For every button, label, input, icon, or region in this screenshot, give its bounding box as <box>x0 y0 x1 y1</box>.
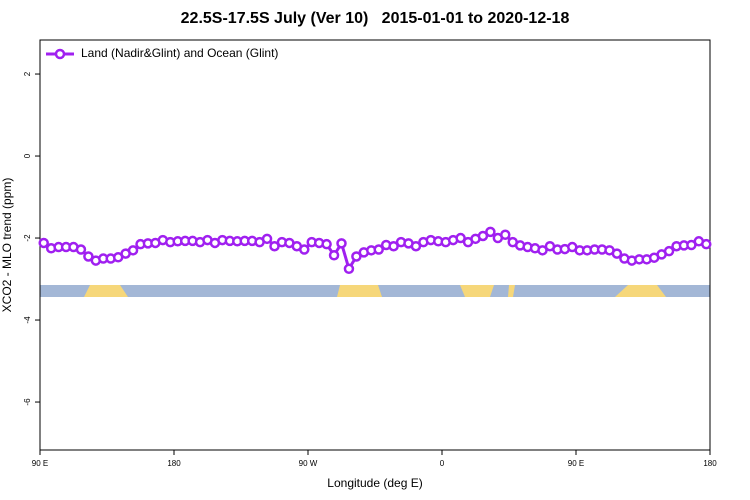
y-tick-label: -6 <box>23 398 32 406</box>
point <box>261 233 273 245</box>
y-axis-label: XCO2 - MLO trend (ppm) <box>0 178 14 313</box>
point <box>455 232 466 244</box>
land-band <box>84 285 128 297</box>
y-tick-label: 2 <box>23 71 32 76</box>
point <box>343 263 355 275</box>
x-axis-label: Longitude (deg E) <box>327 476 422 490</box>
point <box>663 245 675 257</box>
point <box>299 244 310 255</box>
x-tick-label: 180 <box>703 459 717 468</box>
point <box>328 250 340 261</box>
point <box>410 240 422 252</box>
x-tick-label: 0 <box>440 459 445 468</box>
x-tick-label: 90 E <box>32 459 48 468</box>
point <box>537 245 548 256</box>
land-band <box>508 285 515 297</box>
point <box>701 238 712 250</box>
x-tick-label: 90 W <box>299 459 318 468</box>
y-tick-label: 0 <box>23 153 32 158</box>
land-band <box>460 285 494 297</box>
x-tick-label: 90 E <box>568 459 584 468</box>
point <box>351 251 362 262</box>
y-tick-label: -4 <box>23 316 32 324</box>
x-tick-label: 180 <box>167 459 181 468</box>
land-band <box>337 285 382 297</box>
land-band <box>615 285 666 297</box>
point <box>321 238 332 250</box>
point <box>500 229 511 240</box>
point <box>83 251 94 262</box>
point <box>388 240 399 252</box>
y-tick-label: -2 <box>23 234 32 242</box>
land-ocean-band <box>40 285 710 297</box>
point <box>477 230 489 242</box>
point <box>485 226 496 238</box>
point <box>611 248 623 259</box>
point <box>38 237 49 249</box>
point <box>75 244 87 255</box>
point <box>269 240 280 252</box>
legend-marker <box>54 48 66 60</box>
legend-label: Land (Nadir&Glint) and Ocean (Glint) <box>81 46 278 60</box>
chart-title: 22.5S-17.5S July (Ver 10) 2015-01-01 to … <box>181 10 570 27</box>
point <box>373 244 384 255</box>
point <box>336 238 347 249</box>
point <box>127 245 139 256</box>
